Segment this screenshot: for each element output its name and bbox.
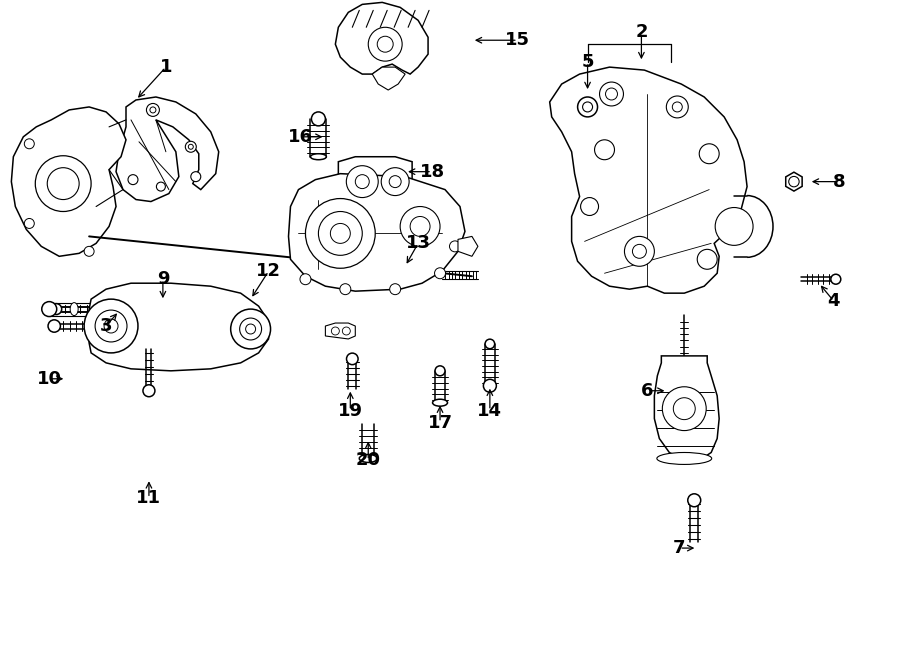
Text: 8: 8 [832,173,845,190]
Circle shape [150,107,156,113]
Circle shape [305,198,375,268]
Text: 10: 10 [37,369,62,388]
Circle shape [95,310,127,342]
Circle shape [143,385,155,397]
Circle shape [688,494,701,507]
Circle shape [41,301,57,317]
Polygon shape [373,67,405,90]
Ellipse shape [310,154,327,160]
Text: 15: 15 [505,31,530,49]
Circle shape [24,139,34,149]
Polygon shape [654,356,719,461]
Polygon shape [12,107,126,256]
Text: 7: 7 [673,539,686,557]
Polygon shape [338,157,412,206]
Polygon shape [116,97,219,202]
Circle shape [672,102,682,112]
Circle shape [346,353,358,365]
Circle shape [230,309,271,349]
Circle shape [330,223,350,243]
Circle shape [239,318,262,340]
Polygon shape [458,237,478,256]
Circle shape [483,379,497,392]
Circle shape [599,82,624,106]
Polygon shape [89,283,268,371]
Ellipse shape [657,453,712,465]
Circle shape [699,144,719,164]
Polygon shape [786,172,802,191]
Circle shape [300,274,310,285]
Circle shape [331,327,339,335]
Text: 12: 12 [256,262,281,280]
Circle shape [673,398,695,420]
Circle shape [104,319,118,333]
Circle shape [595,140,615,160]
Circle shape [377,36,393,52]
Circle shape [390,284,400,295]
Circle shape [356,175,369,188]
Circle shape [246,324,256,334]
Circle shape [382,168,410,196]
Circle shape [698,249,717,269]
Circle shape [48,320,60,332]
Circle shape [35,156,91,212]
Text: 3: 3 [100,317,112,335]
Polygon shape [550,67,747,293]
Circle shape [410,217,430,237]
Text: 2: 2 [635,23,648,41]
Text: 11: 11 [137,489,161,507]
Ellipse shape [359,455,377,463]
Circle shape [342,327,350,335]
Circle shape [24,219,34,229]
Circle shape [582,102,592,112]
Text: 6: 6 [641,382,653,400]
Text: 18: 18 [419,163,445,180]
Text: 19: 19 [338,402,363,420]
Circle shape [633,245,646,258]
Circle shape [311,112,326,126]
Circle shape [831,274,841,284]
Text: 17: 17 [428,414,453,432]
Circle shape [580,198,598,215]
Circle shape [185,141,196,152]
Circle shape [84,299,138,353]
Circle shape [147,104,159,116]
Circle shape [346,166,378,198]
Circle shape [606,88,617,100]
Text: 9: 9 [157,270,169,288]
Circle shape [716,208,753,245]
Circle shape [435,268,446,279]
Circle shape [578,97,598,117]
Circle shape [485,339,495,349]
Text: 5: 5 [581,53,594,71]
Circle shape [368,27,402,61]
Text: 20: 20 [356,451,381,469]
Circle shape [625,237,654,266]
Circle shape [449,241,461,252]
Circle shape [319,212,363,255]
Circle shape [662,387,706,430]
Circle shape [50,303,62,315]
Circle shape [191,172,201,182]
Polygon shape [289,174,465,291]
Circle shape [666,96,688,118]
Text: 13: 13 [406,235,430,253]
Circle shape [188,144,194,149]
Text: 14: 14 [477,402,502,420]
Ellipse shape [70,303,78,315]
Circle shape [47,168,79,200]
Text: 4: 4 [828,292,840,310]
Circle shape [400,206,440,247]
Text: 16: 16 [288,128,313,146]
Circle shape [389,176,401,188]
Text: 1: 1 [159,58,172,76]
Circle shape [157,182,166,191]
Circle shape [435,366,445,376]
Circle shape [128,175,138,184]
Polygon shape [326,323,356,339]
Circle shape [84,247,94,256]
Circle shape [340,284,351,295]
Ellipse shape [433,399,447,406]
Polygon shape [336,3,428,74]
